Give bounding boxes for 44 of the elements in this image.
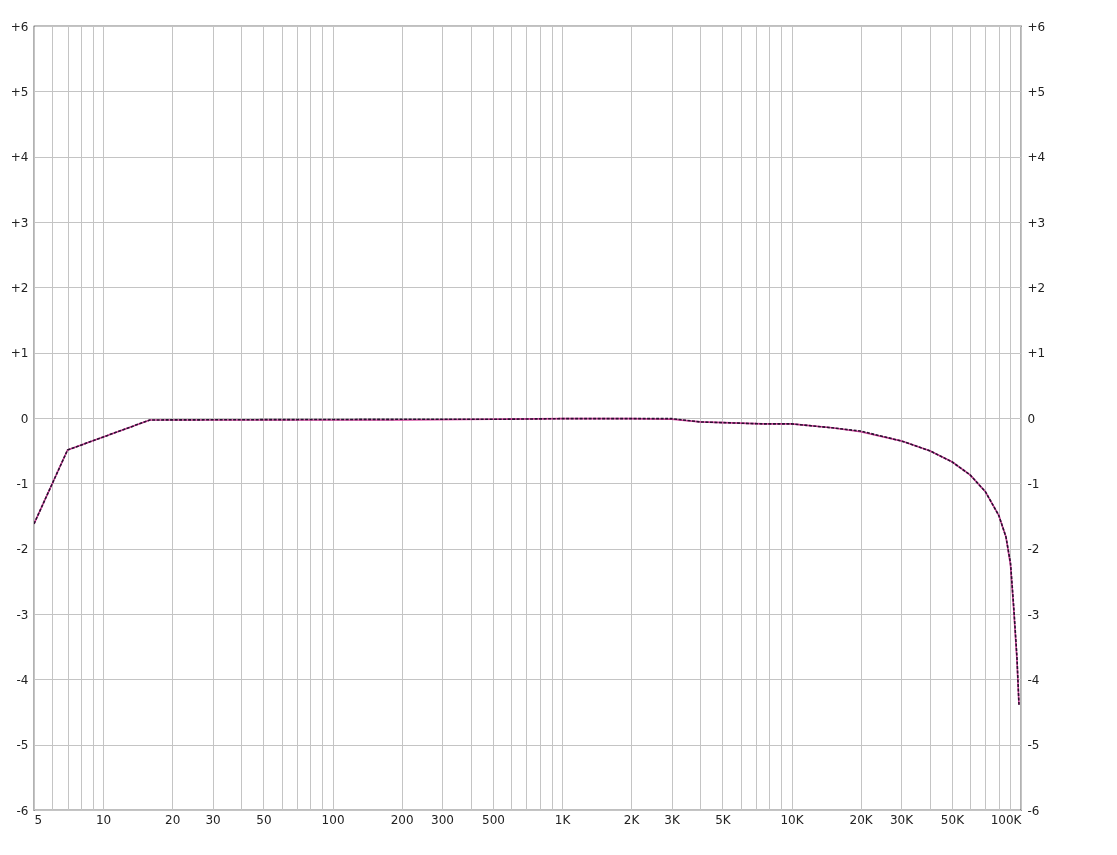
x-tick-label: 2K bbox=[623, 812, 641, 827]
y2-tick-label: +2 bbox=[1027, 280, 1046, 295]
x-tick-label: 30 bbox=[205, 812, 221, 827]
y2-tick-label: +5 bbox=[1027, 84, 1046, 99]
y-tick-label: +6 bbox=[10, 19, 29, 34]
y-tick-label: +4 bbox=[10, 150, 29, 165]
x-tick-label: 1K bbox=[554, 812, 572, 827]
x-tick-label: 50K bbox=[940, 812, 966, 827]
y2-tick-label: +6 bbox=[1027, 19, 1046, 34]
y-tick-label: -6 bbox=[16, 803, 29, 818]
x-tick-label: 30K bbox=[889, 812, 915, 827]
x-tick-label: 20 bbox=[165, 812, 181, 827]
x-tick-label: 20K bbox=[849, 812, 874, 827]
y2-tick-label: -5 bbox=[1027, 738, 1040, 753]
x-tick-label: 200 bbox=[390, 812, 414, 827]
y2-tick-label: -6 bbox=[1027, 803, 1040, 818]
y2-tick-label: -2 bbox=[1027, 542, 1040, 557]
y2-tick-label: 0 bbox=[1027, 411, 1036, 426]
x-tick-label: 10K bbox=[780, 812, 805, 827]
y2-tick-label: +1 bbox=[1027, 346, 1046, 361]
y-tick-label: -2 bbox=[16, 542, 29, 557]
x-tick-label: 100K bbox=[990, 812, 1023, 827]
y-tick-label: -3 bbox=[16, 607, 29, 622]
x-tick-label: 500 bbox=[482, 812, 505, 827]
x-tick-label: 10 bbox=[95, 812, 112, 827]
y-tick-label: -4 bbox=[16, 672, 29, 687]
x-tick-label: 100 bbox=[321, 812, 345, 827]
x-tick-label: 5 bbox=[34, 812, 43, 827]
x-tick-label: 50 bbox=[256, 812, 272, 827]
y2-tick-label: +3 bbox=[1027, 215, 1046, 230]
y2-tick-label: -3 bbox=[1027, 607, 1040, 622]
y-tick-label: -1 bbox=[16, 476, 29, 491]
y2-tick-label: -4 bbox=[1027, 672, 1040, 687]
x-tick-label: 3K bbox=[664, 812, 681, 827]
x-tick-label: 5K bbox=[715, 812, 732, 827]
y-tick-label: +2 bbox=[10, 280, 29, 295]
y-tick-label: 0 bbox=[20, 411, 29, 426]
y-tick-label: +5 bbox=[10, 84, 29, 99]
y2-tick-label: +4 bbox=[1027, 150, 1046, 165]
y2-tick-label: -1 bbox=[1027, 476, 1040, 491]
y-tick-label: +3 bbox=[10, 215, 29, 230]
y-tick-label: -5 bbox=[16, 738, 29, 753]
y-tick-label: +1 bbox=[10, 346, 29, 361]
x-tick-label: 300 bbox=[431, 812, 454, 827]
